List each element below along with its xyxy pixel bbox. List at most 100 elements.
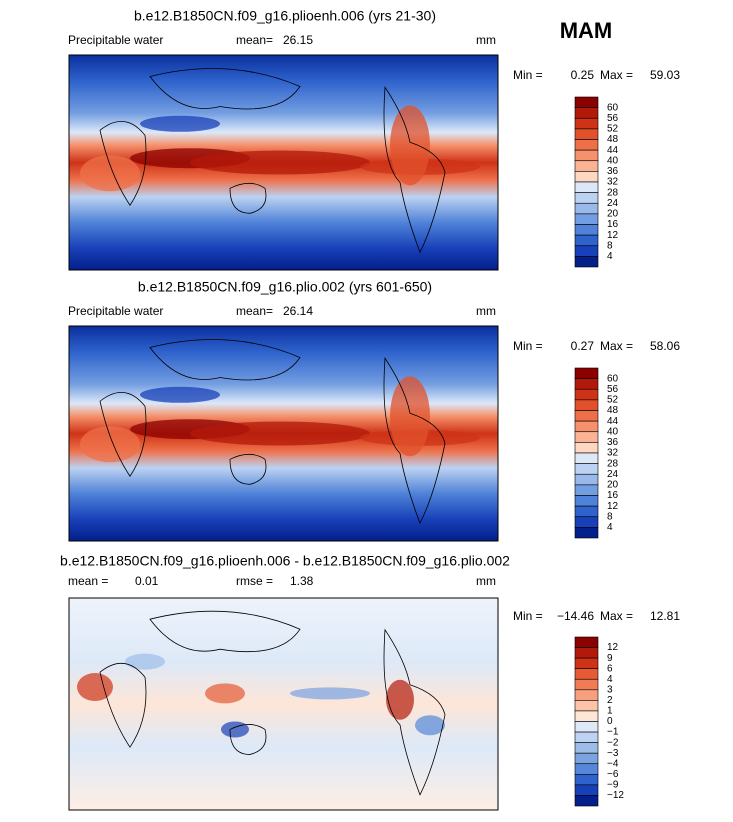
- colorbar-label: 12: [607, 230, 619, 241]
- colorbar-label: 2: [607, 695, 613, 706]
- colorbar-label: −1: [607, 727, 619, 738]
- map-feature: [205, 683, 245, 704]
- colorbar-box: [574, 442, 599, 454]
- colorbar-label: 12: [607, 642, 619, 653]
- colorbar-box: [574, 795, 599, 807]
- colorbar-box: [574, 742, 599, 754]
- colorbar-box: [574, 96, 599, 108]
- colorbar-box: [574, 516, 599, 528]
- colorbar-label: 44: [607, 416, 619, 427]
- map-feature: [125, 653, 165, 670]
- max-label: Max =: [600, 609, 633, 623]
- colorbar-box: [574, 689, 599, 701]
- mean-label: mean=: [236, 304, 273, 318]
- coastline: [383, 357, 446, 525]
- season-label: MAM: [560, 18, 613, 43]
- colorbar-box: [574, 192, 599, 204]
- colorbar-box: [574, 710, 599, 722]
- colorbar-box: [574, 202, 599, 215]
- min-value: −14.46: [557, 609, 594, 623]
- colorbar-box: [574, 774, 599, 786]
- colorbar-box: [574, 149, 599, 162]
- rmse-label: rmse =: [236, 574, 273, 588]
- colorbar-box: [574, 763, 599, 775]
- colorbar-label: 36: [607, 437, 619, 448]
- map-feature: [140, 115, 220, 132]
- coastline: [149, 68, 301, 110]
- colorbar-box: [574, 647, 599, 659]
- coastline: [149, 339, 301, 381]
- colorbar-label: 4: [607, 251, 613, 262]
- colorbar-box: [574, 678, 599, 691]
- map-feature: [221, 721, 249, 738]
- colorbar-label: −3: [607, 748, 619, 759]
- colorbar-label: 24: [607, 469, 619, 480]
- colorbar-box: [574, 452, 599, 464]
- colorbar-box: [574, 224, 599, 236]
- coastline: [99, 121, 147, 206]
- map-feature: [290, 687, 370, 700]
- coastline: [383, 628, 446, 796]
- colorbar-label: 8: [607, 240, 613, 251]
- colorbar-label: −9: [607, 780, 619, 791]
- coastline: [229, 453, 267, 485]
- max-value: 58.06: [650, 339, 680, 353]
- colorbar-label: 60: [607, 102, 619, 113]
- mean-value: 26.15: [283, 33, 313, 47]
- colorbar-label: 6: [607, 663, 613, 674]
- map-feature: [386, 679, 414, 720]
- colorbar-label: 36: [607, 166, 619, 177]
- colorbar-label: 9: [607, 653, 613, 664]
- colorbar-label: 48: [607, 134, 619, 145]
- colorbar-box: [574, 245, 599, 257]
- map-feature: [190, 150, 370, 175]
- colorbar-box: [574, 420, 599, 433]
- coastline: [99, 663, 147, 748]
- colorbar-box: [574, 139, 599, 151]
- map-field: [68, 597, 499, 811]
- units: mm: [476, 33, 496, 47]
- colorbar-box: [574, 484, 599, 496]
- rmse-value: 1.38: [290, 574, 314, 588]
- colorbar-box: [574, 752, 599, 765]
- colorbar-label: 56: [607, 113, 619, 124]
- map-feature: [140, 386, 220, 403]
- colorbar-box: [574, 128, 599, 140]
- colorbar-label: 48: [607, 405, 619, 416]
- map-feature: [390, 376, 430, 457]
- max-value: 12.81: [650, 609, 680, 623]
- colorbar-label: 4: [607, 522, 613, 533]
- colorbar-box: [574, 388, 599, 401]
- colorbar-box: [574, 473, 599, 486]
- colorbar-label: −12: [607, 790, 624, 801]
- colorbar-label: 24: [607, 198, 619, 209]
- colorbar-label: 20: [607, 480, 619, 491]
- colorbar-box: [574, 213, 599, 225]
- colorbar-label: −2: [607, 737, 619, 748]
- map-feature: [77, 673, 113, 702]
- max-label: Max =: [600, 68, 633, 82]
- colorbar-box: [574, 721, 599, 733]
- colorbar-box: [574, 463, 599, 475]
- colorbar-label: 3: [607, 684, 613, 695]
- colorbar-box: [574, 636, 599, 648]
- colorbar-box: [574, 256, 599, 268]
- colorbar-label: 32: [607, 177, 619, 188]
- colorbar-box: [574, 399, 599, 411]
- map-feature: [390, 105, 430, 186]
- coastline: [383, 86, 446, 254]
- colorbar-label: 28: [607, 187, 619, 198]
- panel-title: b.e12.B1850CN.f09_g16.plioenh.006 - b.e1…: [60, 553, 510, 569]
- field-label: Precipitable water: [68, 304, 163, 318]
- min-value: 0.27: [571, 339, 595, 353]
- colorbar-label: 16: [607, 219, 619, 230]
- colorbar-box: [574, 107, 599, 119]
- colorbar-label: −6: [607, 769, 619, 780]
- coastline: [149, 610, 301, 653]
- mean-value: 0.01: [135, 574, 159, 588]
- colorbar-label: −4: [607, 758, 619, 769]
- colorbar-label: 52: [607, 395, 619, 406]
- min-label: Min =: [513, 339, 543, 353]
- mean-value: 26.14: [283, 304, 313, 318]
